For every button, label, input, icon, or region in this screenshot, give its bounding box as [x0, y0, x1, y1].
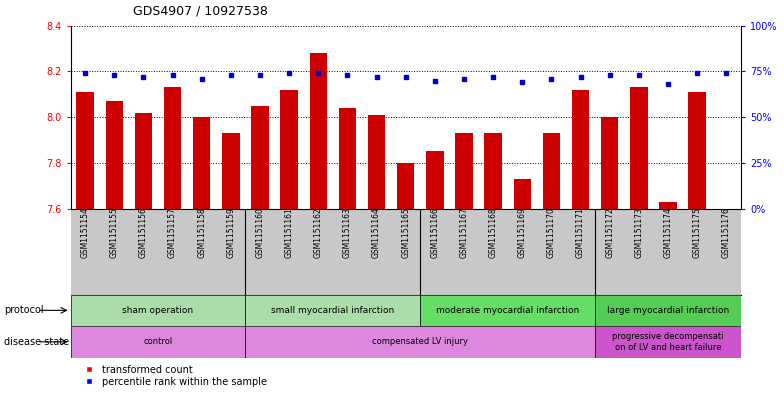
- Bar: [71, 326, 245, 358]
- Bar: [193, 117, 210, 209]
- Bar: [106, 101, 123, 209]
- Text: protocol: protocol: [4, 305, 44, 315]
- Bar: [135, 112, 152, 209]
- Bar: [514, 179, 531, 209]
- Bar: [456, 133, 473, 209]
- Text: compensated LV injury: compensated LV injury: [372, 337, 468, 346]
- Text: control: control: [143, 337, 172, 346]
- Bar: [281, 90, 298, 209]
- Bar: [659, 202, 677, 209]
- Bar: [595, 295, 741, 326]
- Bar: [76, 92, 94, 209]
- Bar: [339, 108, 356, 209]
- Bar: [245, 326, 595, 358]
- Bar: [251, 106, 269, 209]
- Bar: [630, 87, 648, 209]
- Bar: [245, 295, 420, 326]
- Bar: [397, 163, 415, 209]
- Bar: [543, 133, 561, 209]
- Text: disease state: disease state: [4, 337, 69, 347]
- Bar: [71, 295, 245, 326]
- Bar: [688, 92, 706, 209]
- Text: GDS4907 / 10927538: GDS4907 / 10927538: [133, 5, 268, 18]
- Text: moderate myocardial infarction: moderate myocardial infarction: [436, 306, 579, 315]
- Bar: [485, 133, 502, 209]
- Bar: [572, 90, 590, 209]
- Bar: [426, 151, 444, 209]
- Bar: [595, 326, 741, 358]
- Legend: transformed count, percentile rank within the sample: transformed count, percentile rank withi…: [75, 361, 270, 391]
- Bar: [601, 117, 619, 209]
- Text: sham operation: sham operation: [122, 306, 194, 315]
- Bar: [310, 53, 327, 209]
- Bar: [222, 133, 240, 209]
- Bar: [368, 115, 385, 209]
- Bar: [420, 295, 595, 326]
- Bar: [164, 87, 181, 209]
- Text: small myocardial infarction: small myocardial infarction: [271, 306, 394, 315]
- Text: large myocardial infarction: large myocardial infarction: [607, 306, 729, 315]
- Text: progressive decompensati
on of LV and heart failure: progressive decompensati on of LV and he…: [612, 332, 724, 352]
